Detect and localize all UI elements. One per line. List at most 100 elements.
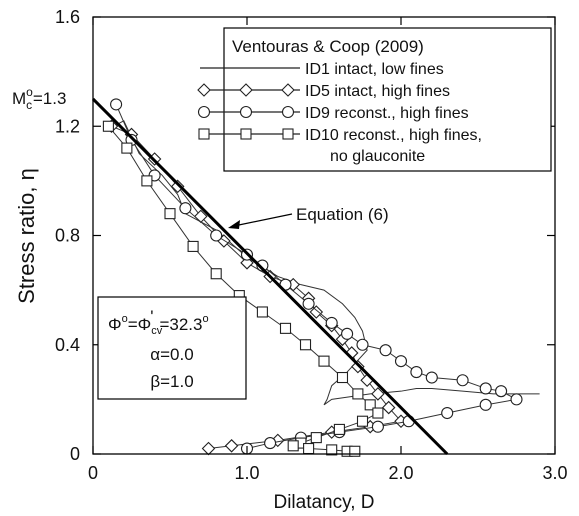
- marker-diamond: [371, 387, 385, 401]
- marker-circle: [371, 420, 384, 433]
- marker-diamond: [201, 441, 216, 456]
- marker-square: [164, 208, 176, 220]
- marker-diamond: [281, 83, 295, 97]
- marker-square: [102, 120, 114, 132]
- marker-circle: [325, 316, 338, 329]
- marker-circle: [341, 327, 354, 340]
- marker-diamond: [239, 83, 253, 97]
- marker-square: [240, 128, 252, 140]
- legend-label: ID5 intact, high fines: [305, 83, 450, 100]
- x-tick-label: 3.0: [542, 463, 567, 483]
- marker-diamond: [381, 400, 396, 415]
- marker-circle: [479, 398, 492, 411]
- marker-square: [279, 322, 292, 334]
- marker-square: [256, 306, 268, 318]
- series-layer: [102, 98, 540, 457]
- marker-circle: [441, 406, 454, 420]
- equation-line: [91, 97, 449, 456]
- phi-a: Φ: [108, 315, 122, 334]
- legend-entry: ID1 intact, low fines: [200, 61, 444, 78]
- legend-label: ID1 intact, low fines: [305, 61, 444, 78]
- marker-square: [318, 355, 330, 367]
- svg-text:Φo=Φcv'=32.3o: Φo=Φcv' =32.3o: [108, 307, 209, 337]
- x-tick-label: 2.0: [388, 463, 413, 483]
- marker-circle: [356, 338, 369, 351]
- marker-square: [333, 423, 345, 435]
- marker-circle: [239, 105, 253, 119]
- marker-circle: [264, 437, 277, 450]
- legend-label: ID10 reconst., high fines,: [305, 127, 482, 144]
- series-line: [115, 104, 519, 450]
- mc-sup: o: [26, 85, 33, 99]
- legend-label-line2: no glauconite: [330, 148, 425, 165]
- marker-diamond: [197, 83, 211, 97]
- series-line: [111, 125, 402, 450]
- marker-square: [372, 407, 384, 419]
- equation-arrow-head: [228, 220, 240, 229]
- svg-text:Mco=1.3: Mco=1.3: [12, 85, 66, 112]
- marker-circle: [210, 229, 223, 242]
- marker-diamond: [170, 179, 185, 194]
- marker-circle: [425, 371, 438, 384]
- marker-square: [310, 432, 322, 444]
- marker-square: [121, 142, 133, 154]
- marker-square: [141, 175, 153, 187]
- equation-arrow: [233, 213, 293, 227]
- mc-sub: c: [26, 98, 32, 112]
- marker-circle: [179, 202, 192, 215]
- legend: Ventouras & Coop (2009) ID1 intact, low …: [197, 27, 552, 172]
- marker-circle: [495, 385, 508, 398]
- y-tick-label: 0.8: [55, 226, 80, 246]
- x-axis-label: Dilatancy, D: [273, 492, 374, 513]
- marker-square: [303, 442, 315, 455]
- y-tick-label: 0.4: [55, 335, 80, 355]
- marker-circle: [281, 105, 295, 119]
- marker-square: [198, 128, 210, 140]
- marker-circle: [379, 344, 392, 357]
- marker-circle: [456, 374, 469, 387]
- x-ticks: 0 1.0 2.0 3.0: [88, 17, 568, 483]
- marker-diamond: [224, 439, 239, 453]
- marker-square: [299, 339, 312, 351]
- beta-text: β=1.0: [150, 372, 193, 391]
- marker-circle: [479, 382, 492, 395]
- legend-entry: ID10 reconst., high fines, no glauconite: [198, 127, 482, 165]
- marker-circle: [510, 393, 523, 406]
- alpha-text: α=0.0: [150, 345, 193, 364]
- mc-annotation: Mco=1.3: [12, 85, 66, 112]
- marker-square: [349, 445, 361, 457]
- marker-diamond: [309, 305, 324, 319]
- y-ticks: 0 0.4 0.8 1.2 1.6: [55, 7, 555, 464]
- legend-label: ID9 reconst., high fines: [305, 105, 469, 122]
- legend-entry: ID9 reconst., high fines: [197, 105, 469, 122]
- phi-prime: ': [150, 307, 153, 326]
- equation-label: Equation (6): [296, 205, 389, 224]
- marker-square: [187, 240, 199, 252]
- marker-square: [352, 388, 364, 400]
- marker-circle: [394, 355, 408, 368]
- legend-title: Ventouras & Coop (2009): [232, 37, 424, 56]
- x-tick-label: 0: [88, 463, 98, 483]
- phi-sub: cv: [151, 325, 163, 337]
- marker-circle: [256, 259, 269, 272]
- series-4: [102, 120, 384, 457]
- params-box: Φo=Φcv' =32.3o α=0.0 β=1.0: [97, 296, 247, 400]
- marker-circle: [197, 105, 211, 119]
- marker-square: [287, 440, 299, 452]
- marker-square: [364, 399, 376, 411]
- y-axis-label: Stress ratio, η: [14, 168, 39, 304]
- legend-entry: ID5 intact, high fines: [197, 83, 450, 100]
- y-tick-label: 0: [70, 444, 80, 464]
- marker-circle: [110, 98, 123, 111]
- legend-entries: ID1 intact, low fines ID5 intact, high fi…: [197, 61, 482, 165]
- phi-val: =32.3: [159, 315, 202, 334]
- marker-square: [326, 444, 338, 456]
- marker-square: [210, 268, 222, 280]
- mc-value: =1.3: [33, 89, 67, 108]
- marker-square: [356, 415, 369, 427]
- marker-square: [282, 128, 294, 140]
- mc-label: M: [12, 89, 26, 108]
- marker-circle: [410, 366, 423, 379]
- phi-sup: o: [122, 313, 128, 325]
